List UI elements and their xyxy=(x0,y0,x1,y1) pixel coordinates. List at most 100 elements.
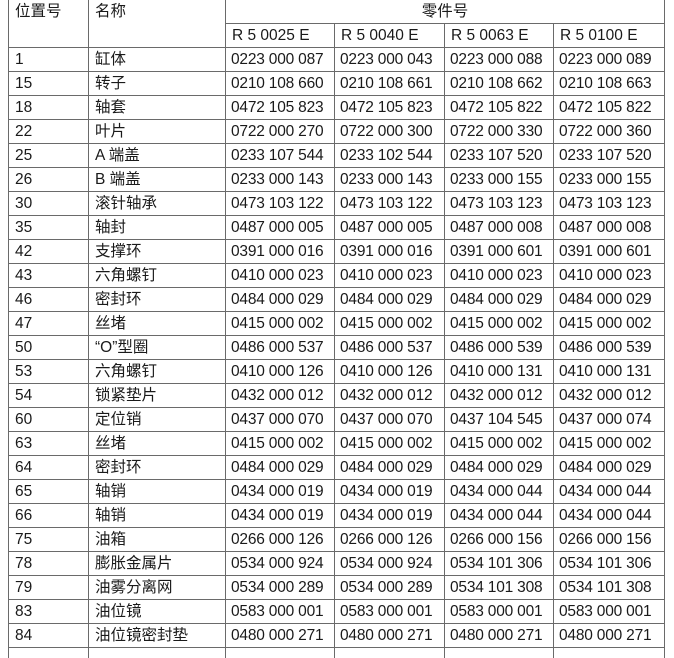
header-model: R 5 0040 E xyxy=(335,24,445,48)
part-number-cell: 0391 000 016 xyxy=(335,240,445,264)
position-cell: 53 xyxy=(9,360,89,384)
position-cell: 65 xyxy=(9,480,89,504)
part-number-cell: 0472 105 823 xyxy=(335,96,445,120)
position-cell: 64 xyxy=(9,456,89,480)
part-number-cell: 0534 101 308 xyxy=(554,576,665,600)
part-number-cell: 0410 000 023 xyxy=(226,264,335,288)
part-number-cell: 0583 000 001 xyxy=(226,600,335,624)
name-cell: 轴套 xyxy=(89,96,226,120)
part-number-cell: 0484 000 029 xyxy=(554,288,665,312)
part-number-cell: 0223 000 043 xyxy=(335,48,445,72)
name-cell: 缸体 xyxy=(89,48,226,72)
part-number-cell: 0415 000 002 xyxy=(445,312,554,336)
name-cell: “O”型圈 xyxy=(89,336,226,360)
part-number-cell: 0391 000 601 xyxy=(445,240,554,264)
position-cell: 66 xyxy=(9,504,89,528)
part-number-cell: 0410 000 131 xyxy=(445,360,554,384)
part-number-cell: 0432 000 012 xyxy=(554,384,665,408)
part-number-cell: 0434 000 044 xyxy=(445,480,554,504)
part-number-cell: 0233 000 143 xyxy=(226,168,335,192)
part-number-cell: 0437 000 070 xyxy=(226,408,335,432)
name-cell: 轴封 xyxy=(89,216,226,240)
part-number-cell: 0434 000 019 xyxy=(226,504,335,528)
position-cell: 75 xyxy=(9,528,89,552)
name-cell: 支撑环 xyxy=(89,240,226,264)
position-cell: 54 xyxy=(9,384,89,408)
header-model: R 5 0063 E xyxy=(445,24,554,48)
position-cell: 1 xyxy=(9,48,89,72)
part-number-cell: 0210 108 660 xyxy=(226,72,335,96)
name-cell: 丝堵 xyxy=(89,312,226,336)
part-number-cell: 0223 000 089 xyxy=(554,48,665,72)
part-number-cell: 0434 000 044 xyxy=(554,504,665,528)
name-cell: 六角螺钉 xyxy=(89,360,226,384)
part-number-cell: 0487 000 008 xyxy=(445,216,554,240)
part-number-cell: 0473 103 123 xyxy=(445,192,554,216)
header-part-number: 零件号 xyxy=(226,0,665,24)
part-number-cell: 0473 103 122 xyxy=(226,192,335,216)
table-row-cut-off xyxy=(9,648,665,658)
position-cell: 35 xyxy=(9,216,89,240)
header-model: R 5 0100 E xyxy=(554,24,665,48)
part-number-cell: 0484 000 029 xyxy=(335,456,445,480)
name-cell: 叶片 xyxy=(89,120,226,144)
position-cell: 15 xyxy=(9,72,89,96)
part-number-cell: 0391 000 601 xyxy=(554,240,665,264)
empty-cell xyxy=(226,648,335,658)
part-number-cell: 0434 000 019 xyxy=(335,504,445,528)
part-number-cell: 0583 000 001 xyxy=(554,600,665,624)
empty-cell xyxy=(335,648,445,658)
name-cell: 定位销 xyxy=(89,408,226,432)
part-number-cell: 0415 000 002 xyxy=(335,432,445,456)
empty-cell xyxy=(445,648,554,658)
header-model: R 5 0025 E xyxy=(226,24,335,48)
part-number-cell: 0233 107 520 xyxy=(554,144,665,168)
position-cell: 50 xyxy=(9,336,89,360)
part-number-cell: 0484 000 029 xyxy=(554,456,665,480)
part-number-cell: 0415 000 002 xyxy=(226,432,335,456)
position-cell: 30 xyxy=(9,192,89,216)
part-number-cell: 0484 000 029 xyxy=(226,288,335,312)
name-cell: 密封环 xyxy=(89,456,226,480)
position-cell: 18 xyxy=(9,96,89,120)
name-cell: 转子 xyxy=(89,72,226,96)
part-number-cell: 0722 000 330 xyxy=(445,120,554,144)
name-cell: 膨胀金属片 xyxy=(89,552,226,576)
part-number-cell: 0266 000 156 xyxy=(445,528,554,552)
part-number-cell: 0472 105 822 xyxy=(554,96,665,120)
part-number-cell: 0415 000 002 xyxy=(335,312,445,336)
part-number-cell: 0223 000 088 xyxy=(445,48,554,72)
part-number-cell: 0534 000 289 xyxy=(226,576,335,600)
name-cell: 油雾分离网 xyxy=(89,576,226,600)
part-number-cell: 0432 000 012 xyxy=(445,384,554,408)
position-cell: 26 xyxy=(9,168,89,192)
name-cell: 丝堵 xyxy=(89,432,226,456)
part-number-cell: 0722 000 270 xyxy=(226,120,335,144)
part-number-cell: 0472 105 823 xyxy=(226,96,335,120)
part-number-cell: 0487 000 008 xyxy=(554,216,665,240)
part-number-cell: 0722 000 360 xyxy=(554,120,665,144)
part-number-cell: 0410 000 023 xyxy=(335,264,445,288)
part-number-cell: 0473 103 123 xyxy=(554,192,665,216)
name-cell: A 端盖 xyxy=(89,144,226,168)
part-number-cell: 0487 000 005 xyxy=(335,216,445,240)
part-number-cell: 0410 000 126 xyxy=(335,360,445,384)
part-number-cell: 0484 000 029 xyxy=(445,456,554,480)
empty-cell xyxy=(554,648,665,658)
part-number-cell: 0210 108 661 xyxy=(335,72,445,96)
